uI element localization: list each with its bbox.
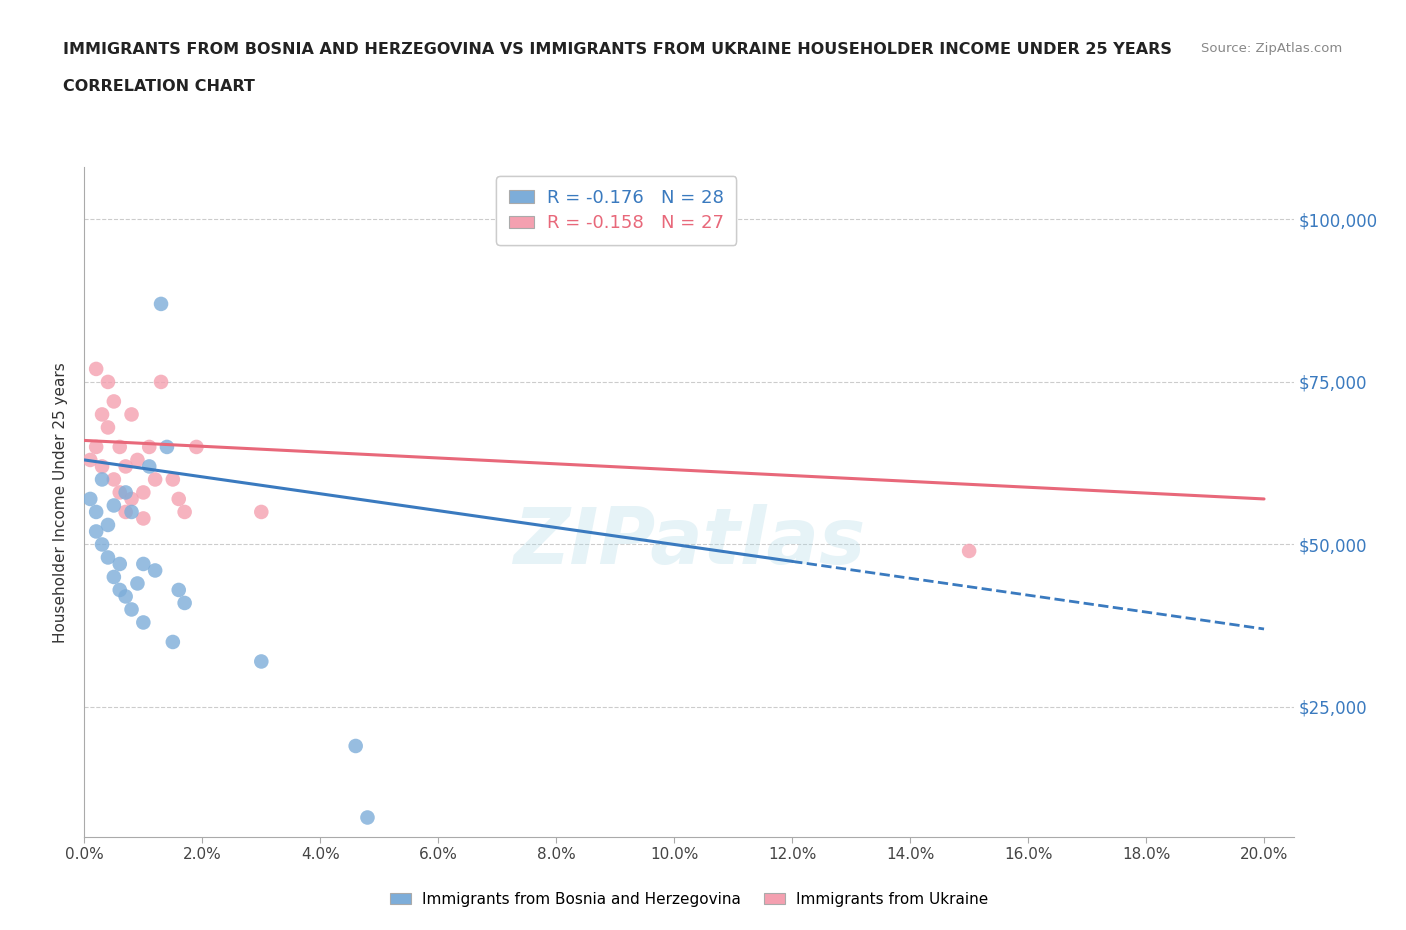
Point (97, 517, 120, 532)
Point (957, 543, 980, 558)
Point (79, 453, 101, 468)
Point (150, 375, 173, 390)
Point (132, 485, 155, 500)
Point (97, 375, 120, 390)
Text: ZIPatlas: ZIPatlas (513, 504, 865, 580)
Point (127, 576, 149, 591)
Point (114, 504, 136, 519)
Text: CORRELATION CHART: CORRELATION CHART (63, 79, 254, 94)
Point (121, 504, 143, 519)
Point (138, 459, 160, 474)
Point (103, 569, 125, 584)
Point (156, 440, 179, 455)
Point (103, 394, 125, 409)
Point (84, 524, 107, 538)
Point (250, 654, 273, 669)
Point (79, 492, 101, 507)
Point (84, 504, 107, 519)
Point (97, 420, 120, 435)
Point (91, 459, 114, 474)
Point (84, 440, 107, 455)
Text: IMMIGRANTS FROM BOSNIA AND HERZEGOVINA VS IMMIGRANTS FROM UKRAINE HOUSEHOLDER IN: IMMIGRANTS FROM BOSNIA AND HERZEGOVINA V… (63, 42, 1173, 57)
Text: Source: ZipAtlas.com: Source: ZipAtlas.com (1202, 42, 1343, 55)
Point (356, 810, 378, 825)
Point (121, 407, 143, 422)
Point (114, 485, 136, 500)
Point (91, 472, 114, 487)
Point (108, 556, 131, 571)
Point (143, 563, 166, 578)
Point (173, 595, 195, 610)
Point (108, 440, 131, 455)
Point (127, 453, 149, 468)
Point (162, 472, 184, 487)
Y-axis label: Householder Income Under 25 years: Householder Income Under 25 years (53, 362, 69, 643)
Point (150, 297, 173, 312)
Point (167, 582, 190, 597)
Point (103, 472, 125, 487)
Point (97, 550, 120, 565)
Point (108, 485, 131, 500)
Point (162, 634, 184, 649)
Point (132, 615, 155, 630)
Point (167, 492, 190, 507)
Point (108, 582, 131, 597)
Point (91, 537, 114, 551)
Point (173, 504, 195, 519)
Point (143, 472, 166, 487)
Point (138, 440, 160, 455)
Point (114, 459, 136, 474)
Point (132, 556, 155, 571)
Point (121, 492, 143, 507)
Point (91, 407, 114, 422)
Point (121, 602, 143, 617)
Point (186, 440, 208, 455)
Legend: Immigrants from Bosnia and Herzegovina, Immigrants from Ukraine: Immigrants from Bosnia and Herzegovina, … (384, 886, 994, 913)
Point (344, 738, 367, 753)
Point (132, 511, 155, 525)
Point (250, 504, 273, 519)
Legend: R = -0.176   N = 28, R = -0.158   N = 27: R = -0.176 N = 28, R = -0.158 N = 27 (496, 177, 737, 245)
Point (114, 589, 136, 604)
Point (103, 498, 125, 512)
Point (84, 362, 107, 377)
